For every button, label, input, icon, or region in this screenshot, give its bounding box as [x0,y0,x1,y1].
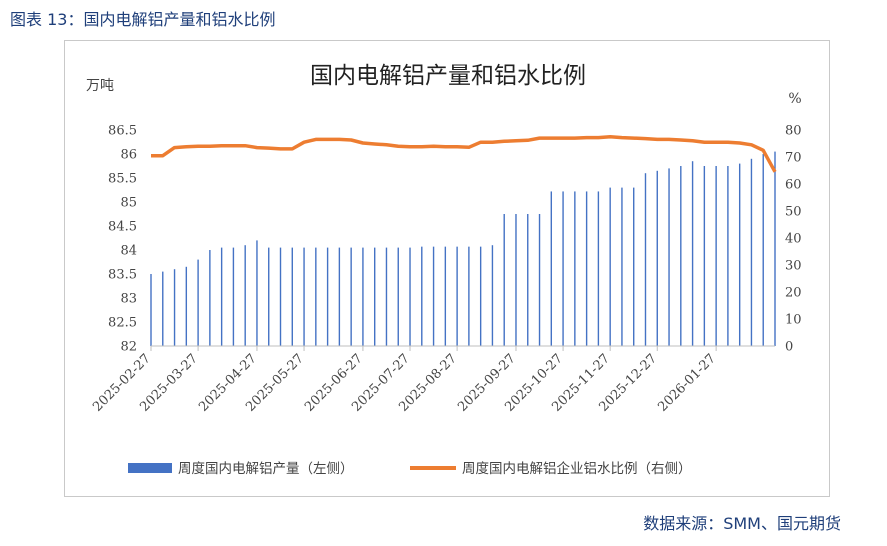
right-axis-tick-label: 40 [785,232,802,247]
left-axis-tick-label: 82.5 [108,316,137,331]
right-axis-tick-label: 30 [785,259,802,274]
production-bar [633,187,635,346]
chart: 国内电解铝产量和铝水比例 万吨 % 86.5 86 85.5 85 84.5 84 83.5… [86,63,802,477]
production-bar [244,245,246,346]
production-bar [621,187,623,346]
production-bar [315,247,317,346]
production-bar [515,214,517,346]
production-bar [597,191,600,346]
legend-label-production: 周度国内电解铝产量（左侧） [178,461,354,477]
production-bar [444,246,447,346]
production-bar [727,166,729,346]
production-bar [468,246,470,346]
production-bar [562,191,564,346]
production-bar [691,161,694,346]
production-bar [550,191,553,346]
production-bar [644,173,647,346]
right-axis-tick-label: 0 [785,340,793,355]
right-axis-tick-label: 10 [785,313,802,328]
production-bar [303,247,305,346]
production-bar [232,247,235,346]
production-bar [397,247,399,346]
legend-swatch-production [128,463,172,473]
x-axis-ticks: 2025-02-272025-03-272025-04-272025-05-27… [90,346,719,415]
production-bar [503,214,505,346]
production-bar [668,168,670,346]
production-bar [162,271,164,346]
left-axis-ticks: 86.5 86 85.5 85 84.5 84 83.5 83 82.5 82 [108,124,137,355]
figure-caption: 图表 13：国内电解铝产量和铝水比例 [10,10,276,29]
molten-ratio-line [151,135,777,173]
production-bar [268,247,270,346]
production-bar [574,191,576,346]
right-axis-tick-label: 20 [785,286,802,301]
legend-label-molten-ratio: 周度国内电解铝企业铝水比例（右侧） [462,460,692,477]
right-axis-tick-label: 70 [785,151,802,166]
production-bar [750,158,753,346]
production-bar [479,246,482,346]
left-axis-tick-label: 86 [120,148,137,163]
left-axis-tick-label: 83.5 [108,268,137,283]
production-bar [220,247,223,346]
production-bar [209,250,211,346]
production-bar [350,247,352,346]
left-axis-tick-label: 84 [120,244,137,259]
production-bar [150,274,152,346]
production-bar [279,247,282,346]
production-bar [432,246,435,346]
right-axis-ticks: 80 70 60 50 40 30 20 10 0 [785,124,802,355]
left-axis-tick-label: 86.5 [108,124,137,139]
production-bar [738,163,741,346]
production-bar [609,187,611,346]
production-bar [185,266,188,346]
bar-series [150,151,776,346]
production-bar [491,245,494,346]
legend: 周度国内电解铝产量（左侧） 周度国内电解铝企业铝水比例（右侧） [128,460,692,477]
production-bar [527,214,529,346]
production-bar [409,247,411,346]
line-series [151,135,777,173]
left-axis-tick-label: 85.5 [108,172,137,187]
source-note: 数据来源：SMM、国元期货 [643,514,841,533]
production-bar [456,246,458,346]
left-axis-tick-label: 84.5 [108,220,137,235]
production-bar [362,247,364,346]
production-bar [197,259,199,346]
left-axis-tick-label: 83 [120,292,137,307]
production-bar [762,154,764,346]
left-axis-tick-label: 82 [120,340,137,355]
right-axis-tick-label: 60 [785,178,802,193]
x-axis-tick-label: 2026-01-27 [655,351,719,415]
production-bar [291,247,293,346]
production-bar [256,240,258,346]
production-bar [680,166,682,346]
production-bar [774,151,776,346]
production-bar [715,166,717,346]
production-bar [338,247,341,346]
production-bar [373,247,376,346]
production-bar [538,214,541,346]
chart-title: 国内电解铝产量和铝水比例 [310,63,586,89]
production-bar [585,191,588,346]
production-bar [326,247,329,346]
production-bar [173,269,176,346]
production-bar [703,166,706,346]
production-bar [656,170,658,346]
right-axis-unit: % [788,91,801,107]
left-axis-tick-label: 85 [120,196,137,211]
production-bar [385,247,388,346]
right-axis-tick-label: 50 [785,205,802,220]
left-axis-unit: 万吨 [86,78,114,94]
right-axis-tick-label: 80 [785,124,802,139]
production-bar [421,246,423,346]
chart-frame: 国内电解铝产量和铝水比例 万吨 % 86.5 86 85.5 85 84.5 84 83.5… [64,40,830,497]
